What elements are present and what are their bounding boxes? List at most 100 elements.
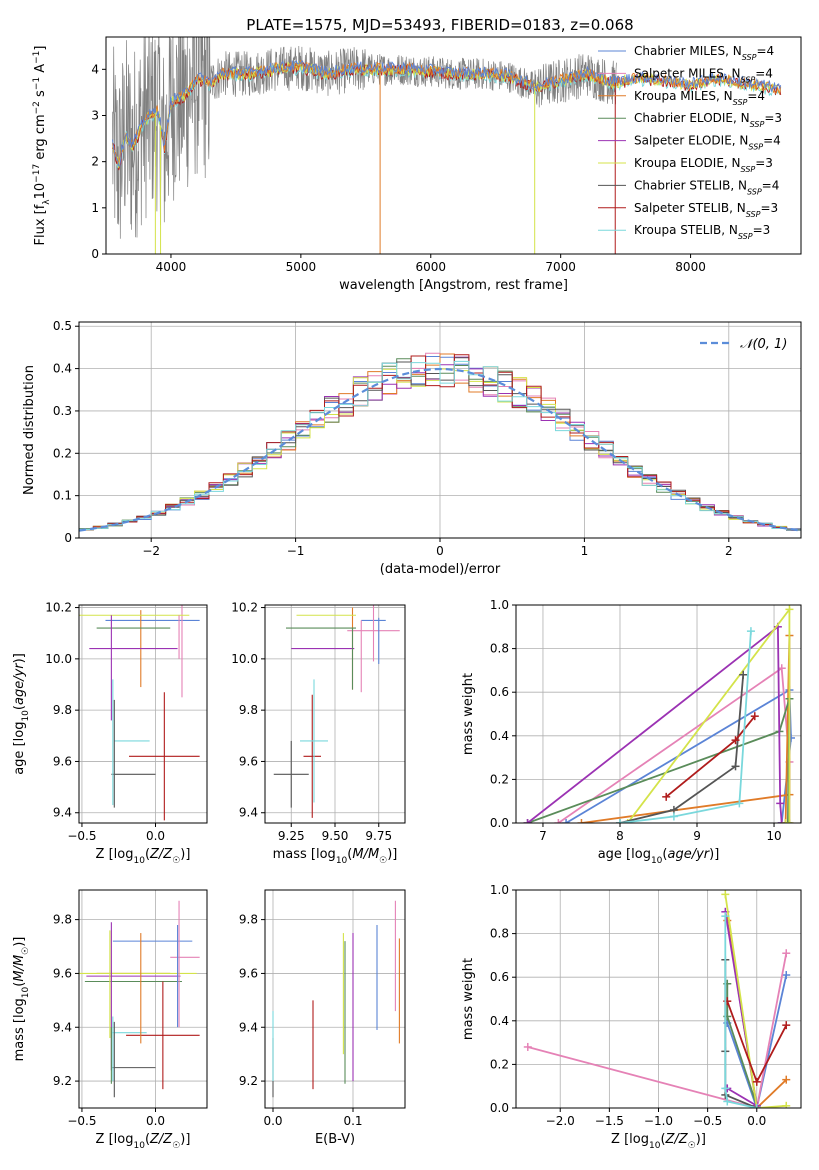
- legend-label: Salpeter STELIB, NSSP=3: [634, 201, 778, 219]
- legend-text: Kroupa ELODIE, N: [634, 156, 741, 170]
- legend-text: Salpeter ELODIE, N: [634, 134, 748, 148]
- x-tick-label: −1.0: [644, 1114, 673, 1128]
- label-part: 10: [133, 1141, 145, 1151]
- x-tick-label: 9.25: [278, 829, 305, 843]
- label-part: s: [33, 90, 48, 101]
- label-part: 10: [21, 710, 31, 722]
- legend-label: 𝒩(0, 1): [740, 337, 787, 352]
- x-tick-label: 0.0: [146, 1114, 165, 1128]
- legend-sub: SSP: [750, 120, 765, 129]
- label-part: (: [660, 1132, 665, 1147]
- legend-sub: SSP: [741, 75, 756, 84]
- y-tick-label: 9.6: [53, 966, 72, 980]
- x-tick-label: 9: [693, 829, 701, 843]
- legend-label: Kroupa ELODIE, NSSP=3: [634, 156, 773, 174]
- label-part: Z [log: [96, 847, 134, 862]
- legend-n: =3: [753, 223, 771, 237]
- y-tick-label: 9.6: [53, 754, 72, 768]
- label-part: Flux [f: [33, 204, 48, 245]
- label-part: ☉: [688, 1141, 696, 1151]
- legend-n: =4: [755, 66, 773, 80]
- legend-n: =4: [762, 178, 780, 192]
- label-part: Z/Z: [665, 1132, 689, 1147]
- plot-area-residuals: [79, 352, 801, 532]
- y-tick-label: 4: [91, 62, 99, 76]
- label-part: E(B-V): [315, 1132, 355, 1147]
- label-part: (data-model)/error: [380, 562, 501, 577]
- x-axis-label: (data-model)/error: [380, 562, 501, 577]
- y-tick-label: 0.0: [490, 1101, 509, 1115]
- y-tick-label: 9.2: [239, 1074, 258, 1088]
- axes-spectrum: 4000 5000 6000 7000 8000 0 1 2 3 4 Chabrier MILES,…: [32, 36, 802, 293]
- label-part: 10: [33, 183, 48, 200]
- legend-label: Salpeter MILES, NSSP=4: [634, 66, 773, 84]
- label-part: −17: [32, 164, 42, 183]
- label-part: Z [log: [611, 1132, 649, 1147]
- label-part: (: [12, 982, 27, 987]
- x-axis-label: Z [log10(Z/Z☉)]: [96, 847, 191, 866]
- x-tick-label: −0.5: [67, 1114, 96, 1128]
- axes-frame: [78, 321, 802, 539]
- legend-sub: SSP: [747, 187, 762, 196]
- label-part: −1: [32, 51, 42, 64]
- legend-label: Kroupa STELIB, NSSP=3: [634, 223, 770, 241]
- y-tick-label: 1.0: [490, 598, 509, 612]
- x-tick-label: 0.1: [343, 1114, 362, 1128]
- x-tick-label: 5000: [286, 260, 317, 274]
- y-tick-label: 9.8: [239, 703, 258, 717]
- y-tick-label: 9.4: [53, 806, 72, 820]
- axes-frame: [515, 889, 802, 1109]
- mass-weight-line: [724, 959, 758, 1108]
- label-part: −2: [32, 101, 42, 114]
- label-part: 10: [651, 856, 663, 866]
- legend-text: Salpeter STELIB, N: [634, 201, 746, 215]
- panels-group: 4000 5000 6000 7000 8000 0 1 2 3 4 Chabrier MILES,…: [12, 36, 802, 1151]
- mass-weight-line: [626, 606, 791, 823]
- y-tick-label: 9.8: [53, 703, 72, 717]
- label-part: age [log: [598, 847, 651, 862]
- label-part: erg cm: [33, 114, 48, 163]
- x-tick-label: 7000: [545, 260, 576, 274]
- plot-area-age-vs-Z: [79, 605, 200, 821]
- label-part: Z/Z: [149, 847, 173, 862]
- x-tick-label: −2: [142, 544, 160, 558]
- axes-frame: [264, 604, 406, 824]
- y-tick-label: 0.2: [490, 772, 509, 786]
- mass-weight-line: [527, 624, 783, 823]
- legend-text: Chabrier MILES, N: [634, 44, 742, 58]
- legend-sub: SSP: [742, 53, 757, 62]
- y-tick-label: 0: [91, 247, 99, 261]
- y-tick-label: 2: [91, 155, 99, 169]
- x-tick-label: 2: [725, 544, 733, 558]
- label-part: )]: [180, 847, 190, 862]
- label-part: M/M: [12, 955, 27, 982]
- mass-weight-line: [724, 916, 757, 1108]
- plot-area-massweight-vs-Z: [523, 890, 791, 1108]
- label-part: age/yr: [667, 847, 710, 862]
- x-tick-label: 1: [581, 544, 589, 558]
- label-part: M/M: [352, 847, 379, 862]
- y-tick-label: 0.4: [490, 729, 509, 743]
- label-part: age/yr: [12, 662, 27, 705]
- x-tick-label: −2.0: [546, 1114, 575, 1128]
- x-tick-label: 0.0: [747, 1114, 766, 1128]
- label-part: mass weight: [461, 958, 476, 1040]
- axes-frame: [105, 36, 802, 255]
- axes-massweight-vs-Z: −2.0 −1.5 −1.0 −0.5 0.0 0.0 0.2 0.4 0.6 0.8 1.0 Z […: [461, 883, 802, 1151]
- label-part: Z [log: [96, 1132, 134, 1147]
- label-part: A: [33, 64, 48, 77]
- legend-n: =3: [760, 201, 778, 215]
- axes-age-vs-Z: −0.5 0.09.49.69.810.010.2Z [log10(Z/Z☉)]a…: [12, 601, 208, 866]
- label-part: Z/Z: [149, 1132, 173, 1147]
- plot-area-mass-vs-Z: [79, 900, 200, 1098]
- axes-frame: [78, 889, 208, 1109]
- legend-sub: SSP: [746, 209, 761, 218]
- label-part: )]: [709, 847, 719, 862]
- axes-mass-vs-Z: −0.5 0.09.29.49.69.8Z [log10(Z/Z☉)]mass […: [12, 889, 208, 1151]
- x-axis-label: wavelength [Angstrom, rest frame]: [339, 278, 568, 293]
- x-tick-label: 9.50: [322, 829, 349, 843]
- label-part: (: [347, 847, 352, 862]
- y-axis-label: age [log10(age/yr)]: [12, 653, 31, 775]
- label-part: (: [662, 847, 667, 862]
